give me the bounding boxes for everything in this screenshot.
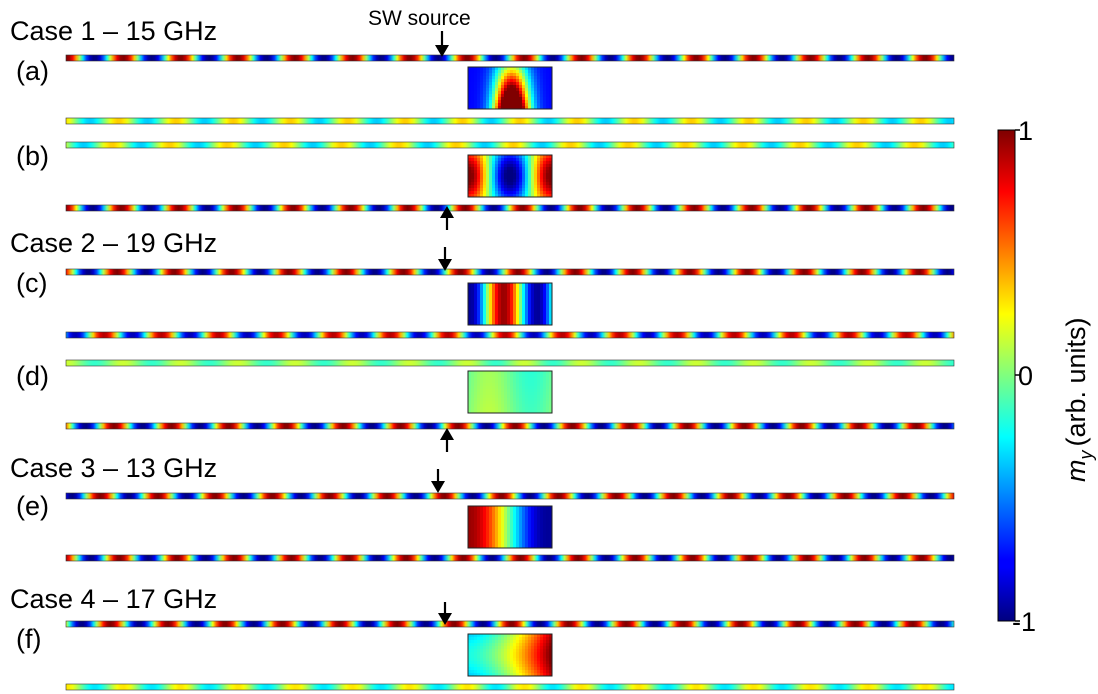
panel-label-f: (f) [16,624,41,654]
colorbar-label-text: (arb. units) [1061,317,1091,446]
top-waveguide-b [65,141,955,149]
source-arrow-f [438,602,452,625]
colorbar-gradient [997,129,1016,622]
sw-source-label: SW source [368,7,471,30]
case-4-title: Case 4 – 17 GHz [10,584,217,614]
colorbar-label-symbol: m [1061,460,1091,483]
panel-f [65,620,955,691]
bottom-waveguide-a [65,117,955,125]
resonator-f [467,633,553,677]
panel-d [65,359,955,430]
case-3-title: Case 3 – 13 GHz [10,453,217,483]
panel-label-a: (a) [16,56,49,86]
top-waveguide-e [65,492,955,500]
colorbar-label-subscript: y [1076,450,1096,462]
panel-label-c: (c) [16,268,47,298]
panel-c [65,268,955,339]
source-arrow-b [440,206,454,230]
resonator-a [467,66,553,110]
bottom-waveguide-e [65,554,955,562]
case-1-title: Case 1 – 15 GHz [10,16,217,46]
resonator-c [467,282,553,326]
resonator-d [467,370,553,414]
top-waveguide-c [65,268,955,276]
svg-text:my(arb. units): my (arb. units) [1061,317,1096,482]
colorbar-tick-max: 1 [1018,116,1033,146]
top-waveguide-d [65,359,955,367]
bottom-waveguide-d [65,422,955,430]
panel-label-e: (e) [16,491,49,521]
panel-e [65,492,955,562]
source-arrow-a [435,31,449,57]
panel-a [65,54,955,125]
colorbar: 1 0 -1 my (arb. units) [997,116,1096,637]
resonator-e [467,505,553,549]
colorbar-tick-zero: 0 [1018,361,1033,391]
resonator-b [467,154,553,198]
colorbar-tick-min: -1 [1012,607,1036,637]
case-2-title: Case 2 – 19 GHz [10,228,217,258]
bottom-waveguide-c [65,331,955,339]
source-arrow-c [438,247,452,271]
source-arrow-d [440,428,454,452]
top-waveguide-f [65,620,955,628]
panel-label-b: (b) [16,141,49,171]
bottom-waveguide-b [65,204,955,212]
colorbar-axis-label: my (arb. units) [1061,317,1096,482]
top-waveguide-a [65,54,955,62]
source-arrow-e [431,469,445,493]
panel-label-d: (d) [16,361,49,391]
bottom-waveguide-f [65,683,955,691]
panel-b [65,141,955,212]
